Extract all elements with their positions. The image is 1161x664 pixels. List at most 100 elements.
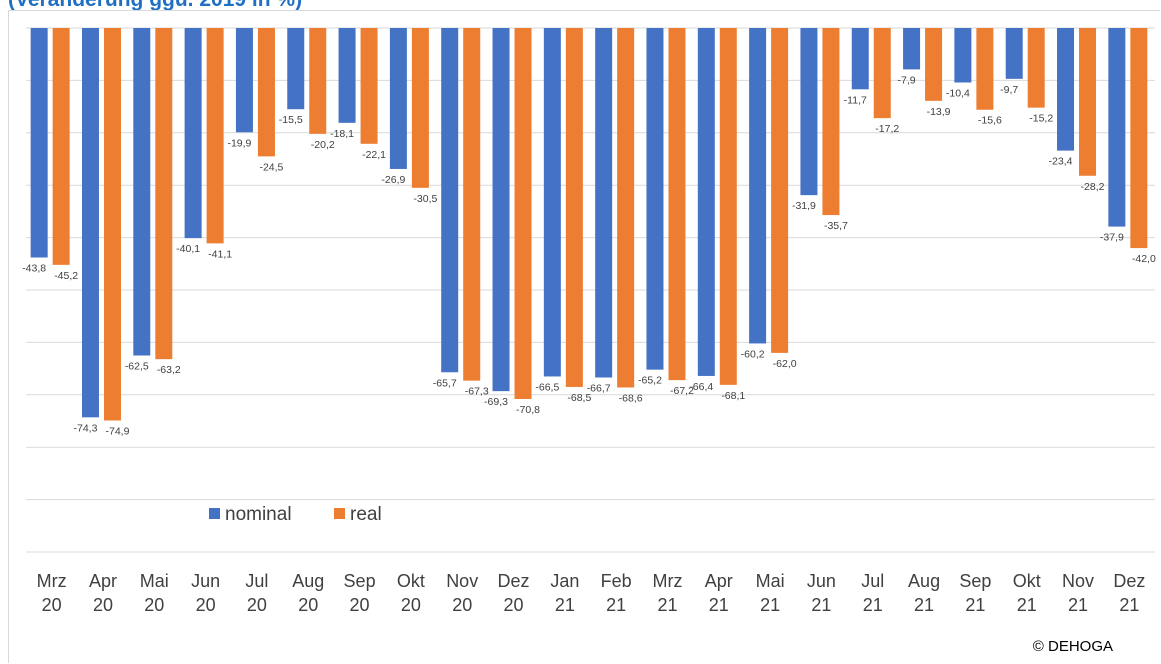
data-label-nominal-9: -69,3 [484,396,508,408]
bar-nominal-2 [133,28,151,356]
bar-nominal-16 [851,28,869,90]
data-label-nominal-2: -62,5 [125,361,149,373]
x-tick-label-month-17: Aug [908,571,940,591]
bar-nominal-10 [543,28,561,377]
x-tick-label-month-14: Mai [756,571,785,591]
bar-nominal-18 [954,28,972,83]
x-tick-label-year-2: 20 [144,595,164,615]
data-label-real-11: -68,6 [619,392,643,404]
data-label-real-17: -13,9 [927,106,951,118]
data-label-real-8: -67,3 [465,386,489,398]
x-tick-label-month-20: Nov [1062,571,1094,591]
bar-real-20 [1079,28,1097,176]
data-label-real-5: -20,2 [311,139,335,151]
bar-nominal-1 [81,28,99,418]
data-label-nominal-13: -66,4 [689,381,713,393]
x-tick-label-year-16: 21 [863,595,883,615]
bar-real-4 [257,28,275,157]
legend-label-nominal: nominal [225,504,292,525]
bar-real-21 [1130,28,1148,249]
data-label-real-19: -15,2 [1029,113,1053,125]
x-tick-label-month-1: Apr [89,571,117,591]
bar-real-17 [925,28,943,101]
bar-nominal-8 [441,28,459,373]
bar-real-8 [463,28,481,381]
x-tick-label-year-8: 20 [452,595,472,615]
bar-nominal-4 [235,28,253,133]
bar-nominal-20 [1057,28,1075,151]
bar-real-6 [360,28,378,144]
bar-real-10 [565,28,583,387]
data-label-nominal-14: -60,2 [741,348,765,360]
copyright-notice: © DEHOGA [1032,638,1113,655]
bar-nominal-12 [646,28,664,370]
x-tick-label-month-16: Jul [861,571,884,591]
bar-nominal-17 [903,28,921,70]
x-tick-label-year-18: 21 [965,595,985,615]
x-tick-label-month-0: Mrz [37,571,67,591]
x-tick-label-month-11: Feb [601,571,632,591]
data-label-nominal-7: -26,9 [381,174,405,186]
bar-real-15 [822,28,840,216]
x-tick-label-year-3: 20 [196,595,216,615]
data-label-nominal-12: -65,2 [638,375,662,387]
data-label-real-6: -22,1 [362,149,386,161]
x-tick-label-year-12: 21 [657,595,677,615]
data-label-real-7: -30,5 [413,193,437,205]
data-label-real-3: -41,1 [208,248,232,260]
data-label-nominal-4: -19,9 [227,137,251,149]
bar-real-16 [873,28,891,119]
x-tick-label-year-21: 21 [1119,595,1139,615]
data-label-real-9: -70,8 [516,404,540,416]
data-label-nominal-3: -40,1 [176,243,200,255]
data-label-nominal-17: -7,9 [898,74,916,86]
x-tick-label-month-10: Jan [550,571,579,591]
data-label-real-14: -62,0 [773,358,797,370]
data-label-real-12: -67,2 [670,385,694,397]
x-tick-label-month-21: Dez [1113,571,1145,591]
x-tick-label-month-19: Okt [1013,571,1041,591]
data-label-nominal-10: -66,5 [535,381,559,393]
x-tick-label-month-3: Jun [191,571,220,591]
x-tick-label-month-13: Apr [705,571,733,591]
x-tick-label-month-15: Jun [807,571,836,591]
x-tick-label-year-0: 20 [42,595,62,615]
bar-real-2 [155,28,173,360]
chart-title: (Veränderung ggü. 2019 in %) [8,0,302,12]
bar-real-13 [719,28,737,385]
data-label-real-2: -63,2 [157,364,181,376]
x-tick-label-month-18: Sep [959,571,991,591]
data-label-nominal-5: -15,5 [279,114,303,126]
x-tick-label-year-6: 20 [350,595,370,615]
bar-nominal-9 [492,28,510,392]
bar-nominal-15 [800,28,818,196]
x-tick-label-year-14: 21 [760,595,780,615]
data-label-real-10: -68,5 [567,392,591,404]
data-label-nominal-20: -23,4 [1049,156,1073,168]
x-tick-label-year-13: 21 [709,595,729,615]
x-tick-label-year-11: 21 [606,595,626,615]
chart-frame [8,10,1160,663]
data-label-real-4: -24,5 [259,161,283,173]
x-tick-label-year-5: 20 [298,595,318,615]
bar-real-18 [976,28,994,110]
data-label-nominal-0: -43,8 [22,263,46,275]
bar-real-5 [309,28,327,134]
x-tick-label-year-19: 21 [1017,595,1037,615]
x-tick-label-month-7: Okt [397,571,425,591]
data-label-real-1: -74,9 [106,425,130,437]
x-tick-label-year-7: 20 [401,595,421,615]
bar-real-3 [206,28,224,244]
bar-real-14 [771,28,789,353]
x-tick-label-month-5: Aug [292,571,324,591]
bar-real-12 [668,28,686,381]
legend-swatch-nominal [209,508,220,519]
x-tick-label-year-9: 20 [504,595,524,615]
bar-nominal-3 [184,28,202,239]
x-tick-label-month-9: Dez [498,571,530,591]
data-label-real-0: -45,2 [54,270,78,282]
bar-nominal-6 [338,28,356,123]
bar-nominal-13 [697,28,715,376]
x-tick-label-month-6: Sep [344,571,376,591]
bar-nominal-14 [749,28,767,344]
